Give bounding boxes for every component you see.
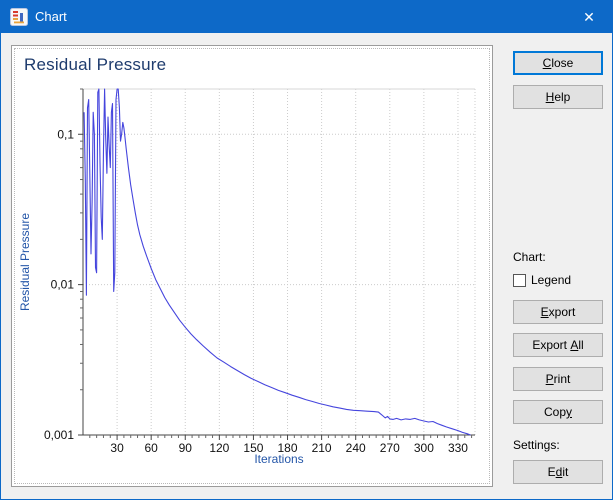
chart-app-icon — [10, 8, 28, 26]
x-tick-label: 270 — [380, 441, 400, 455]
x-axis-title: Iterations — [254, 452, 304, 466]
chart-plot: 30 60 90 120 150 180 210 240 270 300 330 0,1 0,01 0,0… — [44, 88, 476, 455]
close-icon: ✕ — [583, 8, 595, 25]
copy-button[interactable]: Cop y — [513, 400, 603, 424]
legend-checkbox[interactable] — [513, 273, 526, 287]
legend-checkbox-row[interactable]: Legend — [513, 273, 571, 287]
chart-panel: Residual Pressure 30 60 90 120 150 180 210 240 2… — [11, 45, 493, 487]
residual-pressure-line — [83, 88, 471, 436]
x-tick-label: 300 — [414, 441, 434, 455]
x-tick-label: 180 — [278, 441, 298, 455]
x-tick-label: 240 — [346, 441, 366, 455]
x-tick-label: 60 — [144, 441, 158, 455]
chart-title: Residual Pressure — [24, 55, 167, 74]
settings-group-label: Settings: — [513, 438, 560, 452]
x-tick-label: 210 — [312, 441, 332, 455]
y-axis-title: Residual Pressure — [18, 212, 32, 312]
window-close-button[interactable]: ✕ — [566, 1, 612, 33]
chart-group-label: Chart: — [513, 250, 546, 264]
x-tick-label: 330 — [448, 441, 468, 455]
x-tick-label: 30 — [110, 441, 124, 455]
y-tick-label: 0,1 — [57, 127, 74, 141]
title-bar[interactable]: Chart ✕ — [1, 1, 612, 33]
x-tick-label: 90 — [179, 441, 193, 455]
window-title: Chart — [35, 9, 67, 24]
x-tick-label: 120 — [209, 441, 229, 455]
y-tick-label: 0,01 — [51, 278, 75, 292]
y-tick-label: 0,001 — [44, 428, 74, 442]
legend-checkbox-label: Legend — [531, 273, 572, 287]
x-tick-label: 150 — [243, 441, 263, 455]
